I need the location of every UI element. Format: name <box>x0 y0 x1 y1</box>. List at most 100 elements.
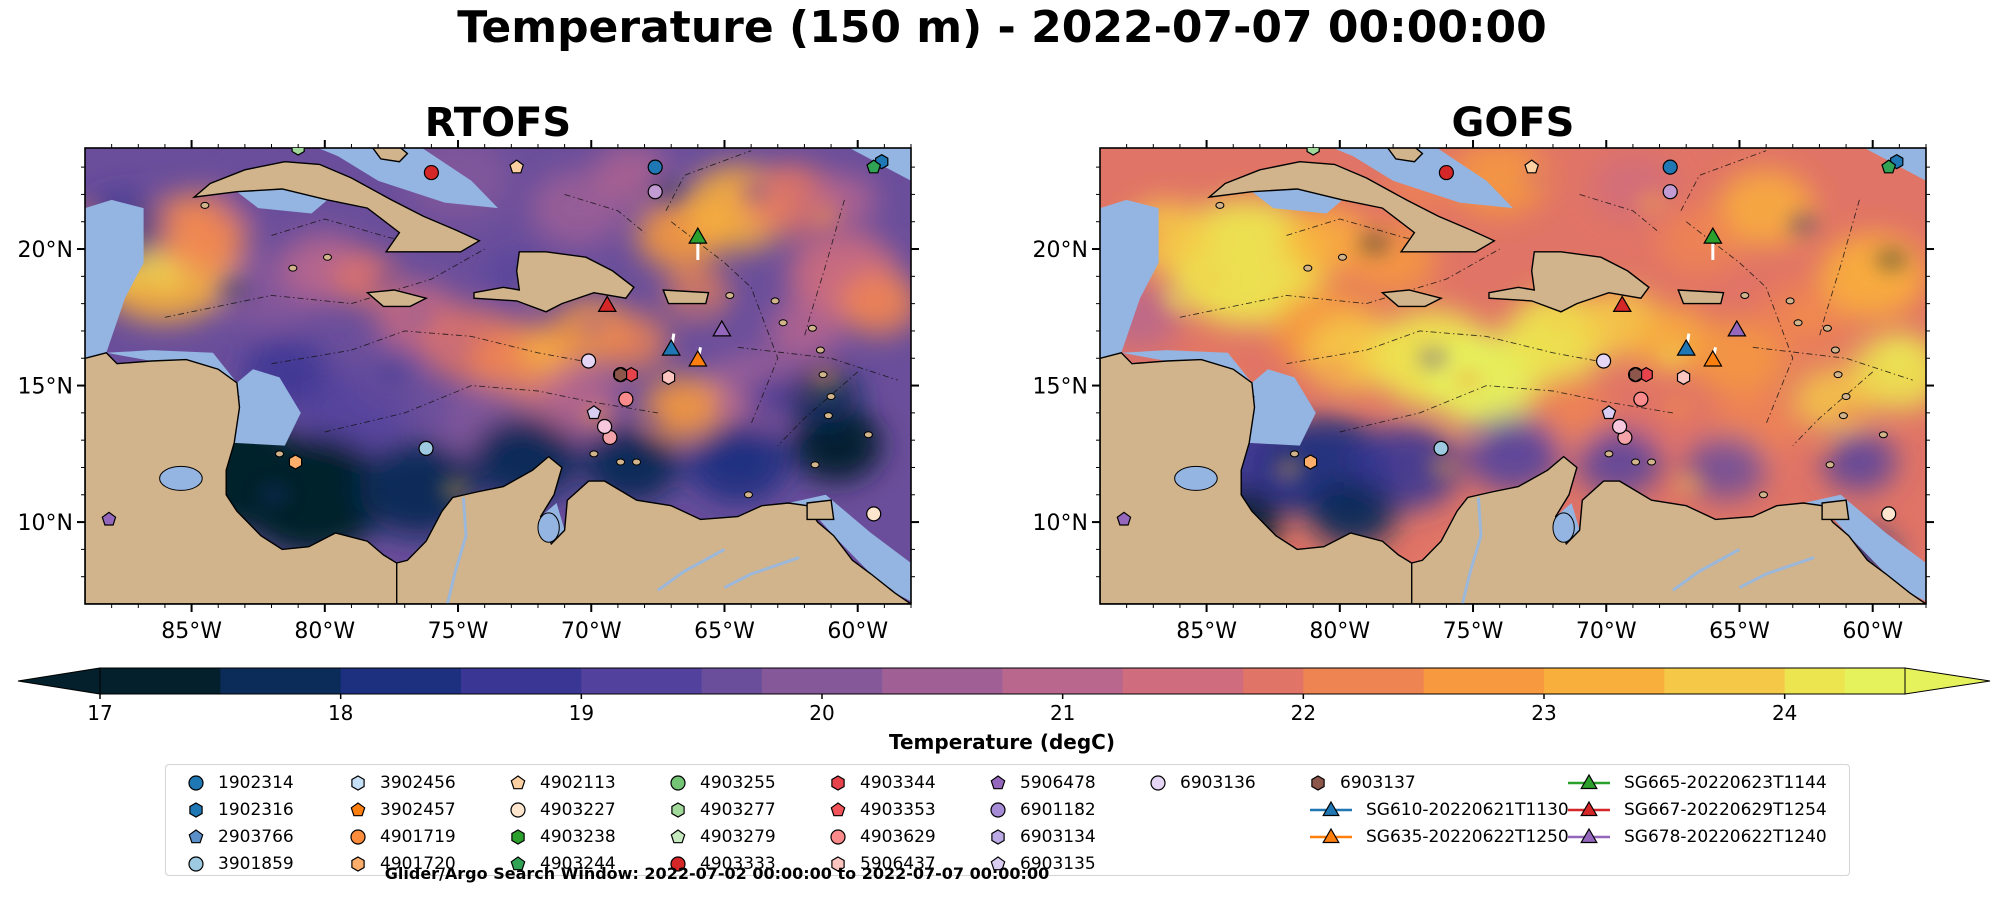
legend-item-4903277: 4903277 <box>668 798 776 822</box>
colorbar-bin <box>581 668 643 694</box>
legend-marker-icon <box>990 802 1006 818</box>
legend-item-SG667-20220629T1254: SG667-20220629T1254 <box>1566 798 1827 822</box>
float-marker <box>596 418 613 435</box>
legend-label: SG665-20220623T1144 <box>1624 773 1827 793</box>
legend-marker-icon <box>831 856 845 872</box>
colorbar-tick-label: 23 <box>1531 701 1556 725</box>
float-6903137-marker <box>613 366 628 383</box>
colorbar-bin <box>100 668 161 694</box>
legend-item-6903134: 6903134 <box>988 825 1096 849</box>
colorbar-bin <box>340 668 402 694</box>
rivers <box>1460 497 1815 604</box>
legend-marker-icon <box>831 775 845 791</box>
glider-SG635-20220622T1250-marker <box>688 349 708 367</box>
legend-item-4903279: 4903279 <box>668 825 776 849</box>
legend-item-6903136: 6903136 <box>1148 771 1256 795</box>
legend-item-4903244: 4903244 <box>508 852 616 876</box>
colorbar-tick-label: 24 <box>1772 701 1797 725</box>
legend-marker-icon <box>1568 827 1610 844</box>
legend-item-1902316: 1902316 <box>186 798 294 822</box>
y-tick-label: 10°N <box>18 511 73 536</box>
legend-marker-icon <box>188 829 204 844</box>
colorbar-bin <box>461 668 522 694</box>
rivers <box>445 497 800 604</box>
legend-marker-icon <box>991 829 1005 845</box>
x-tick-label: 85°W <box>161 619 222 644</box>
colorbar-bin <box>701 668 763 694</box>
float-6903136-marker <box>580 353 597 369</box>
colorbar-bin <box>1243 668 1304 694</box>
legend-label: SG667-20220629T1254 <box>1624 800 1827 820</box>
legend-marker-icon <box>1568 800 1610 817</box>
x-tick-label: 85°W <box>1176 619 1237 644</box>
landmass-cuba <box>1206 160 1496 253</box>
legend-item-SG635-20220622T1250: SG635-20220622T1250 <box>1308 825 1569 849</box>
colorbar-bin <box>1062 668 1124 694</box>
legend-item-4903344: 4903344 <box>828 771 936 795</box>
colorbar-bin <box>1844 668 1906 694</box>
float-4903333-marker <box>1438 164 1454 181</box>
float-3901859-marker <box>1433 440 1449 456</box>
colorbar-bin <box>1002 668 1064 694</box>
legend-label: 4903279 <box>700 827 776 847</box>
legend-marker-icon <box>670 829 686 844</box>
legend-marker-icon <box>1310 800 1352 817</box>
legend-label: 2903766 <box>218 827 294 847</box>
legend-item-4903238: 4903238 <box>508 825 616 849</box>
legend-marker-icon <box>350 829 366 845</box>
legend-marker-icon <box>1311 775 1325 791</box>
float-6903137-marker <box>1628 366 1643 383</box>
x-tick-label: 80°W <box>1309 619 1370 644</box>
float-4902113-marker <box>1524 159 1540 174</box>
float-4903244-marker <box>866 159 882 174</box>
legend-label: 6903136 <box>1180 773 1256 793</box>
legend-marker-icon <box>990 775 1006 790</box>
landmass-jamaica <box>1380 289 1444 308</box>
landmass-southAmerica <box>396 455 911 604</box>
glider-SG610-20220621T1130-marker <box>1676 338 1696 356</box>
landmass-hispaniola <box>473 251 635 313</box>
legend-marker-icon <box>351 775 365 791</box>
y-tick-label: 15°N <box>18 375 73 400</box>
legend-marker-icon <box>350 802 366 817</box>
legend-label: 5906437 <box>860 854 936 874</box>
legend-label: 4903227 <box>540 800 616 820</box>
legend-label: 5906478 <box>1020 773 1096 793</box>
search-window-caption: Glider/Argo Search Window: 2022-07-02 00… <box>384 864 1050 883</box>
glider-SG678-20220622T1240-marker <box>1727 319 1747 337</box>
colorbar-label: Temperature (degC) <box>889 730 1115 754</box>
float-4903227-marker <box>866 506 882 522</box>
legend-marker-icon <box>188 856 204 872</box>
legend-marker-icon <box>1568 773 1610 790</box>
legend-item-4903629: 4903629 <box>828 825 936 849</box>
float-4902113-marker <box>509 159 525 174</box>
legend-label: 3902457 <box>380 800 456 820</box>
glider-SG610-20220621T1130-marker <box>661 338 681 356</box>
legend-marker-icon <box>670 775 686 791</box>
figure-title: Temperature (150 m) - 2022-07-07 00:00:0… <box>457 2 1547 53</box>
colorbar-bin <box>1122 668 1184 694</box>
colorbar-bin <box>1664 668 1726 694</box>
legend-marker-icon <box>990 856 1006 871</box>
float-1902314-marker <box>647 159 663 175</box>
float-4903244-marker <box>1881 159 1897 174</box>
legend-item-SG610-20220621T1130: SG610-20220621T1130 <box>1308 798 1569 822</box>
float-marker <box>647 184 663 200</box>
y-tick-label: 20°N <box>1033 238 1088 263</box>
colorbar-bin <box>1784 668 1846 694</box>
map-panel-rtofs[interactable]: 85°W 80°W 75°W 70°W 65°W 60°W 10°N 15°N 20°N <box>18 135 919 644</box>
land <box>1100 148 1926 604</box>
legend-label: SG678-20220622T1240 <box>1624 827 1827 847</box>
float-6903135-marker <box>1601 405 1617 420</box>
legend-item-4902113: 4902113 <box>508 771 616 795</box>
landmass-hispaniola <box>1488 251 1650 313</box>
legend-label: 4903238 <box>540 827 616 847</box>
glider-SG667-20220629T1254-marker <box>597 295 617 312</box>
legend-item-SG678-20220622T1240: SG678-20220622T1240 <box>1566 825 1827 849</box>
map-panel-gofs[interactable]: 85°W 80°W 75°W 70°W 65°W 60°W 10°N 15°N 20°N <box>1033 140 1948 644</box>
glider-SG667-20220629T1254-marker <box>1612 295 1632 312</box>
legend-item-4903227: 4903227 <box>508 798 616 822</box>
float-4901720-marker <box>288 454 303 470</box>
legend-label: 4903244 <box>540 854 616 874</box>
map-title-gofs: GOFS <box>1451 100 1575 146</box>
